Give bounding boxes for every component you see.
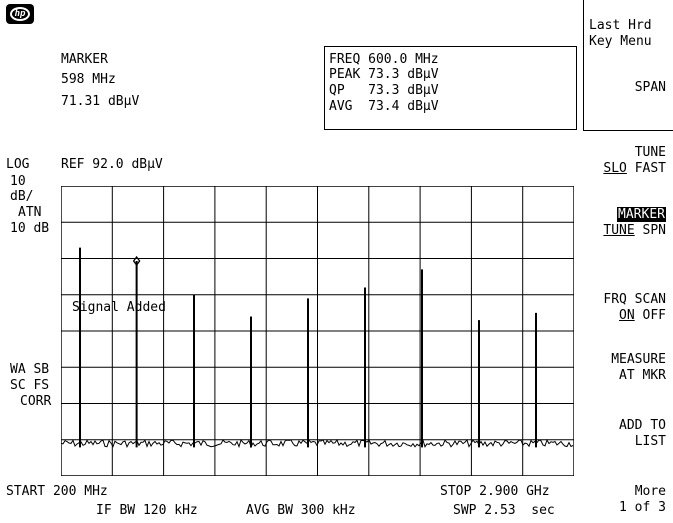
hp-logo: hp — [6, 4, 34, 24]
marker-active-label: MARKER — [617, 207, 666, 222]
detector-readout-box: FREQ 600.0 MHz PEAK 73.3 dBµV QP 73.3 dB… — [324, 46, 577, 130]
frq-scan-off-option: OFF — [642, 308, 666, 323]
atn-label: ATN — [18, 205, 42, 220]
marker-title: MARKER — [61, 52, 108, 67]
tune-fast-option: FAST — [634, 161, 666, 176]
sweep-time: SWP 2.53 sec — [453, 503, 555, 518]
softkey-span[interactable]: SPAN — [634, 80, 666, 95]
tune-slo-option: SLO — [603, 161, 627, 176]
noise-floor-trace — [61, 438, 574, 449]
softkey-last-hrd-key-menu[interactable]: Last Hrd Key Menu — [589, 18, 652, 49]
signal-peaks — [79, 247, 537, 448]
graticule-grid — [61, 186, 574, 476]
marker-spn-option: SPN — [642, 223, 666, 238]
readout-qp: QP 73.3 dBµV — [329, 83, 439, 98]
log-label: LOG — [6, 157, 30, 172]
signal-added-annotation: Signal Added — [72, 300, 166, 315]
ref-level: REF 92.0 dBµV — [61, 157, 163, 172]
readout-peak: PEAK 73.3 dBµV — [329, 67, 439, 82]
marker-frequency: 598 MHz — [61, 72, 116, 87]
div-value: 10 — [10, 174, 26, 189]
softkey-measure-at-mkr[interactable]: MEASURE AT MKR — [611, 352, 666, 383]
sc-fs-label: SC FS — [10, 378, 50, 393]
marker-tune-option: TUNE — [603, 223, 635, 238]
wa-sb-label: WA SB — [10, 362, 50, 377]
marker-amplitude: 71.31 dBµV — [61, 94, 140, 109]
if-bandwidth: IF BW 120 kHz — [96, 503, 198, 518]
frq-scan-on-option: ON — [619, 308, 635, 323]
start-frequency: START 200 MHz — [6, 484, 108, 499]
spectrum-display — [61, 186, 574, 476]
atn-value: 10 dB — [10, 221, 50, 236]
marker-diamond-icon — [132, 255, 141, 267]
softkey-marker[interactable]: MARKER TUNE SPN — [603, 207, 666, 239]
div-unit: dB/ — [10, 189, 34, 204]
softkey-header-panel — [583, 0, 673, 131]
corr-label: CORR — [20, 394, 52, 409]
stop-frequency: STOP 2.900 GHz — [440, 484, 550, 499]
readout-avg: AVG 73.4 dBµV — [329, 99, 439, 114]
softkey-add-to-list[interactable]: ADD TO LIST — [619, 418, 666, 449]
avg-bandwidth: AVG BW 300 kHz — [246, 503, 356, 518]
softkey-more[interactable]: More 1 of 3 — [619, 484, 666, 515]
softkey-tune[interactable]: TUNE SLO FAST — [603, 145, 666, 176]
readout-freq: FREQ 600.0 MHz — [329, 52, 439, 67]
softkey-frq-scan[interactable]: FRQ SCAN ON OFF — [603, 292, 666, 323]
